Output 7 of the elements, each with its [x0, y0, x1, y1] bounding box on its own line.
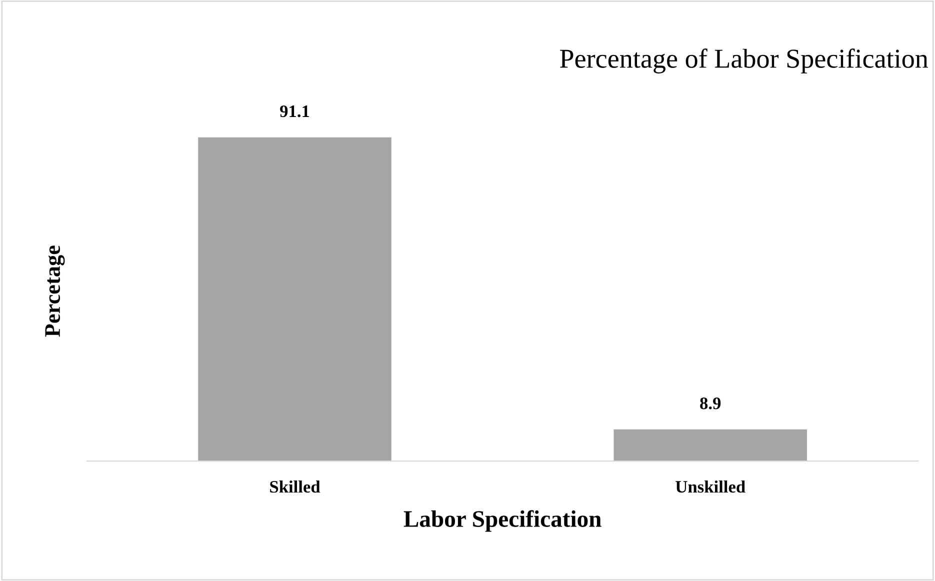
- y-axis-title: Percetage: [45, 246, 65, 337]
- x-tick-label: Skilled: [270, 480, 320, 493]
- data-label: 8.9: [700, 397, 721, 410]
- data-label: 91.1: [280, 105, 310, 118]
- x-axis-title: Labor Specification: [404, 510, 602, 532]
- chart-title: Percentage of Labor Specification: [560, 48, 928, 74]
- x-tick-label: Unskilled: [676, 480, 746, 493]
